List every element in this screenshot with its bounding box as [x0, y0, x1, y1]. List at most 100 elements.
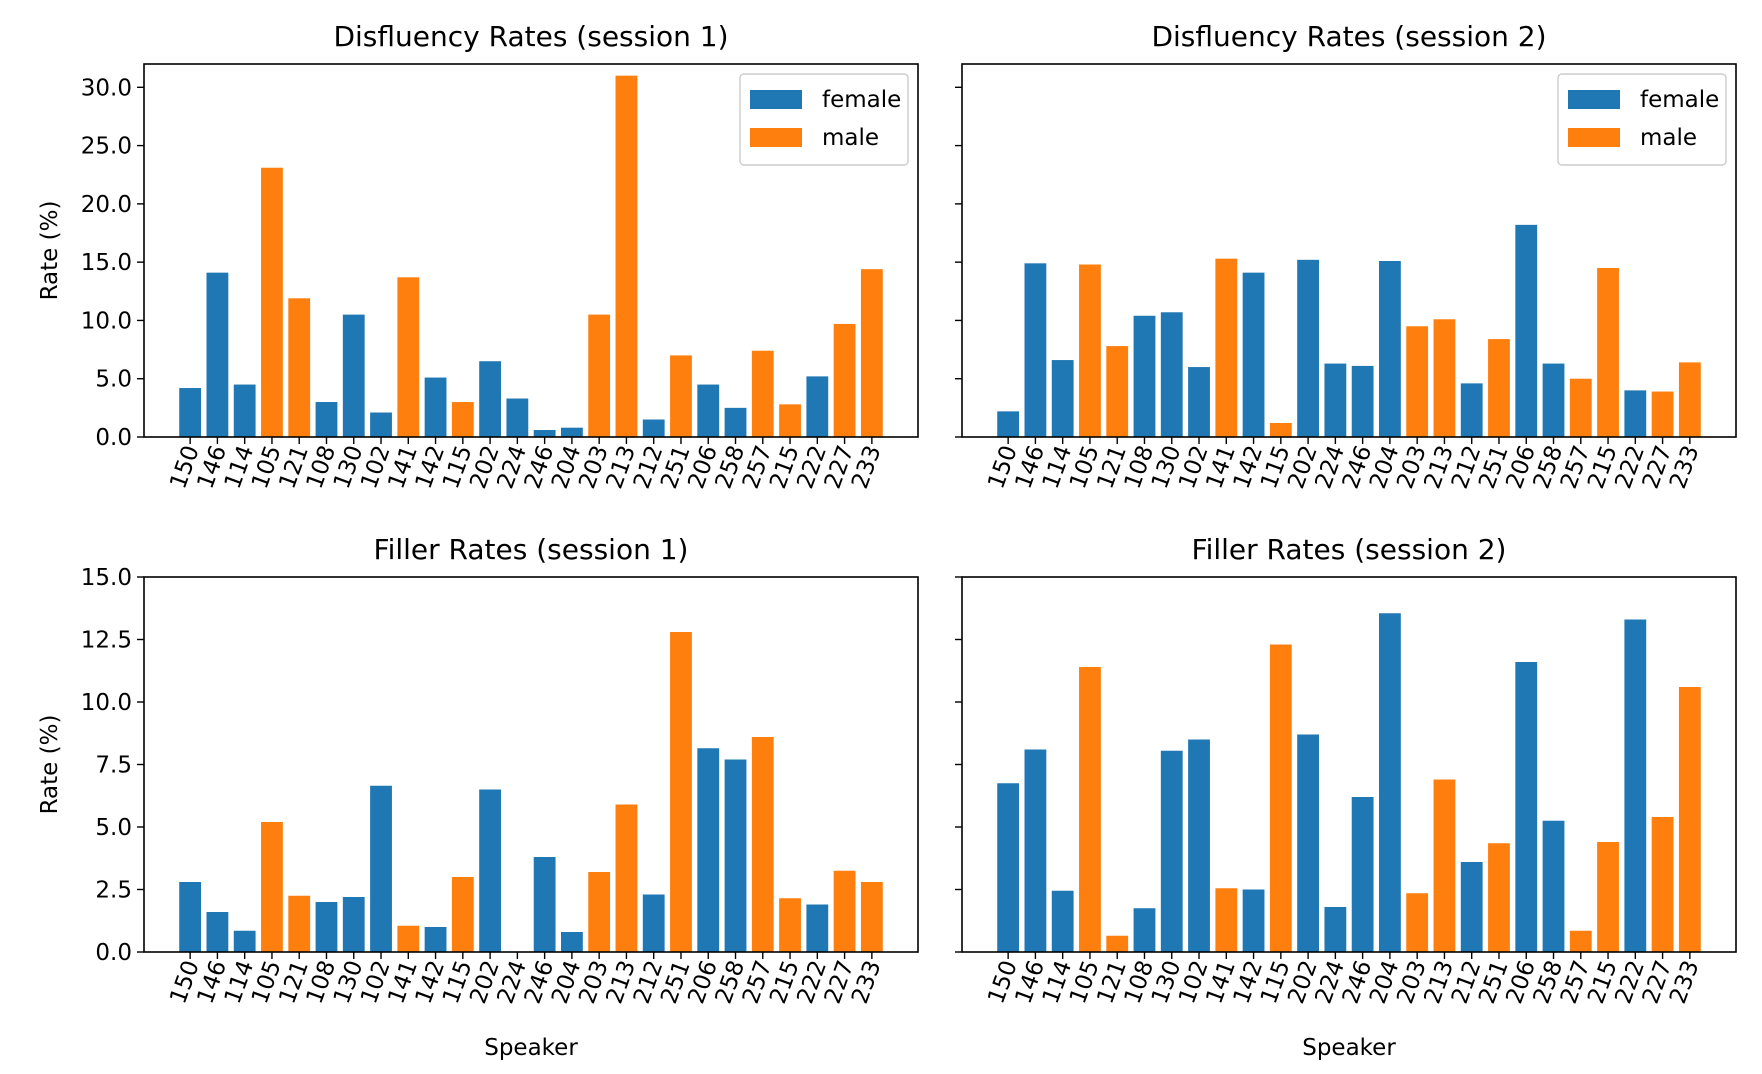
- chart-title: Filler Rates (session 1): [374, 533, 689, 566]
- chart-panel-1: 0.05.010.015.020.025.030.015014611410512…: [37, 20, 919, 492]
- y-tick-label: 10.0: [81, 690, 132, 716]
- bar-150: [179, 388, 202, 437]
- bar-115: [451, 402, 474, 437]
- chart-panel-2: 1501461141051211081301021411421152022242…: [955, 20, 1737, 492]
- bar-212: [642, 894, 665, 952]
- bar-215: [1597, 267, 1619, 437]
- bar-215: [779, 404, 801, 437]
- bar-130: [1160, 312, 1183, 437]
- bar-142: [1242, 272, 1265, 437]
- bar-204: [1379, 613, 1401, 952]
- y-axis-label: Rate (%): [37, 201, 63, 301]
- bar-141: [1215, 258, 1238, 437]
- bar-115: [1269, 423, 1292, 437]
- bar-246: [533, 857, 556, 952]
- chart-title: Filler Rates (session 2): [1192, 533, 1507, 566]
- bar-204: [561, 932, 583, 952]
- bar-141: [397, 925, 420, 952]
- x-axis-label: Speaker: [484, 1035, 578, 1061]
- bar-202: [1297, 259, 1319, 437]
- y-tick-label: 0.0: [95, 425, 132, 451]
- legend: female male: [1557, 73, 1727, 166]
- legend-label-male: male: [1640, 125, 1697, 151]
- bar-146: [206, 912, 229, 952]
- bar-227: [833, 323, 856, 437]
- chart-panel-4: 1501461141051211081301021411421152022242…: [955, 533, 1737, 1061]
- bar-146: [1024, 749, 1047, 952]
- bar-102: [370, 785, 392, 952]
- bar-206: [1515, 224, 1538, 437]
- bar-108: [315, 402, 338, 437]
- bar-203: [1406, 893, 1429, 952]
- bar-105: [261, 822, 283, 952]
- bar-257: [1569, 378, 1592, 437]
- bar-251: [670, 632, 692, 952]
- bar-224: [1324, 363, 1347, 437]
- bar-206: [1515, 662, 1538, 952]
- bar-206: [697, 748, 720, 952]
- bar-215: [1597, 842, 1619, 952]
- legend-swatch-female: [750, 90, 802, 109]
- bar-213: [1433, 779, 1456, 952]
- chart-title: Disfluency Rates (session 2): [1151, 20, 1546, 53]
- chart-panel-3: 0.02.55.07.510.012.515.01501461141051211…: [37, 533, 919, 1061]
- legend-label-female: female: [1640, 87, 1719, 113]
- bar-202: [479, 789, 501, 952]
- bar-114: [1051, 890, 1074, 952]
- bar-150: [997, 783, 1020, 952]
- bar-203: [1406, 326, 1429, 437]
- bar-204: [561, 427, 583, 437]
- bar-251: [670, 355, 692, 437]
- x-axis-label: Speaker: [1302, 1035, 1396, 1061]
- bar-257: [1569, 930, 1592, 952]
- bar-212: [1460, 862, 1483, 952]
- bar-212: [1460, 383, 1483, 437]
- bar-146: [206, 272, 229, 437]
- y-tick-label: 7.5: [95, 753, 132, 779]
- bar-215: [779, 898, 801, 952]
- y-tick-label: 5.0: [95, 815, 132, 841]
- legend-label-female: female: [822, 87, 901, 113]
- bar-108: [315, 902, 338, 952]
- bar-246: [1351, 365, 1374, 437]
- bar-251: [1488, 843, 1510, 952]
- bar-251: [1488, 339, 1510, 437]
- y-tick-label: 30.0: [81, 75, 132, 101]
- bar-142: [424, 377, 447, 437]
- bar-204: [1379, 260, 1401, 437]
- bar-142: [424, 927, 447, 952]
- y-tick-label: 0.0: [95, 940, 132, 966]
- y-tick-label: 20.0: [81, 192, 132, 218]
- bar-246: [1351, 797, 1374, 952]
- bar-141: [397, 277, 420, 437]
- chart-title: Disfluency Rates (session 1): [333, 20, 728, 53]
- bar-102: [370, 412, 392, 437]
- y-tick-label: 12.5: [81, 628, 132, 654]
- bar-206: [697, 384, 720, 437]
- bar-130: [342, 314, 365, 437]
- bar-114: [233, 384, 256, 437]
- bar-233: [860, 269, 883, 437]
- bar-203: [588, 872, 611, 952]
- bar-227: [833, 870, 856, 952]
- y-tick-label: 15.0: [81, 250, 132, 276]
- bar-114: [233, 930, 256, 952]
- bar-202: [1297, 734, 1319, 952]
- bar-105: [1079, 667, 1101, 952]
- y-tick-label: 15.0: [81, 565, 132, 591]
- legend-swatch-male: [1568, 128, 1620, 147]
- bar-121: [1106, 935, 1129, 952]
- legend-swatch-female: [1568, 90, 1620, 109]
- bar-114: [1051, 360, 1074, 437]
- bar-146: [1024, 263, 1047, 437]
- bar-130: [1160, 750, 1183, 952]
- bar-142: [1242, 889, 1265, 952]
- bar-233: [860, 882, 883, 952]
- bar-227: [1651, 817, 1674, 952]
- bar-130: [342, 897, 365, 952]
- bar-115: [1269, 644, 1292, 952]
- bar-224: [506, 398, 529, 437]
- bar-213: [615, 804, 638, 952]
- bar-105: [261, 167, 283, 438]
